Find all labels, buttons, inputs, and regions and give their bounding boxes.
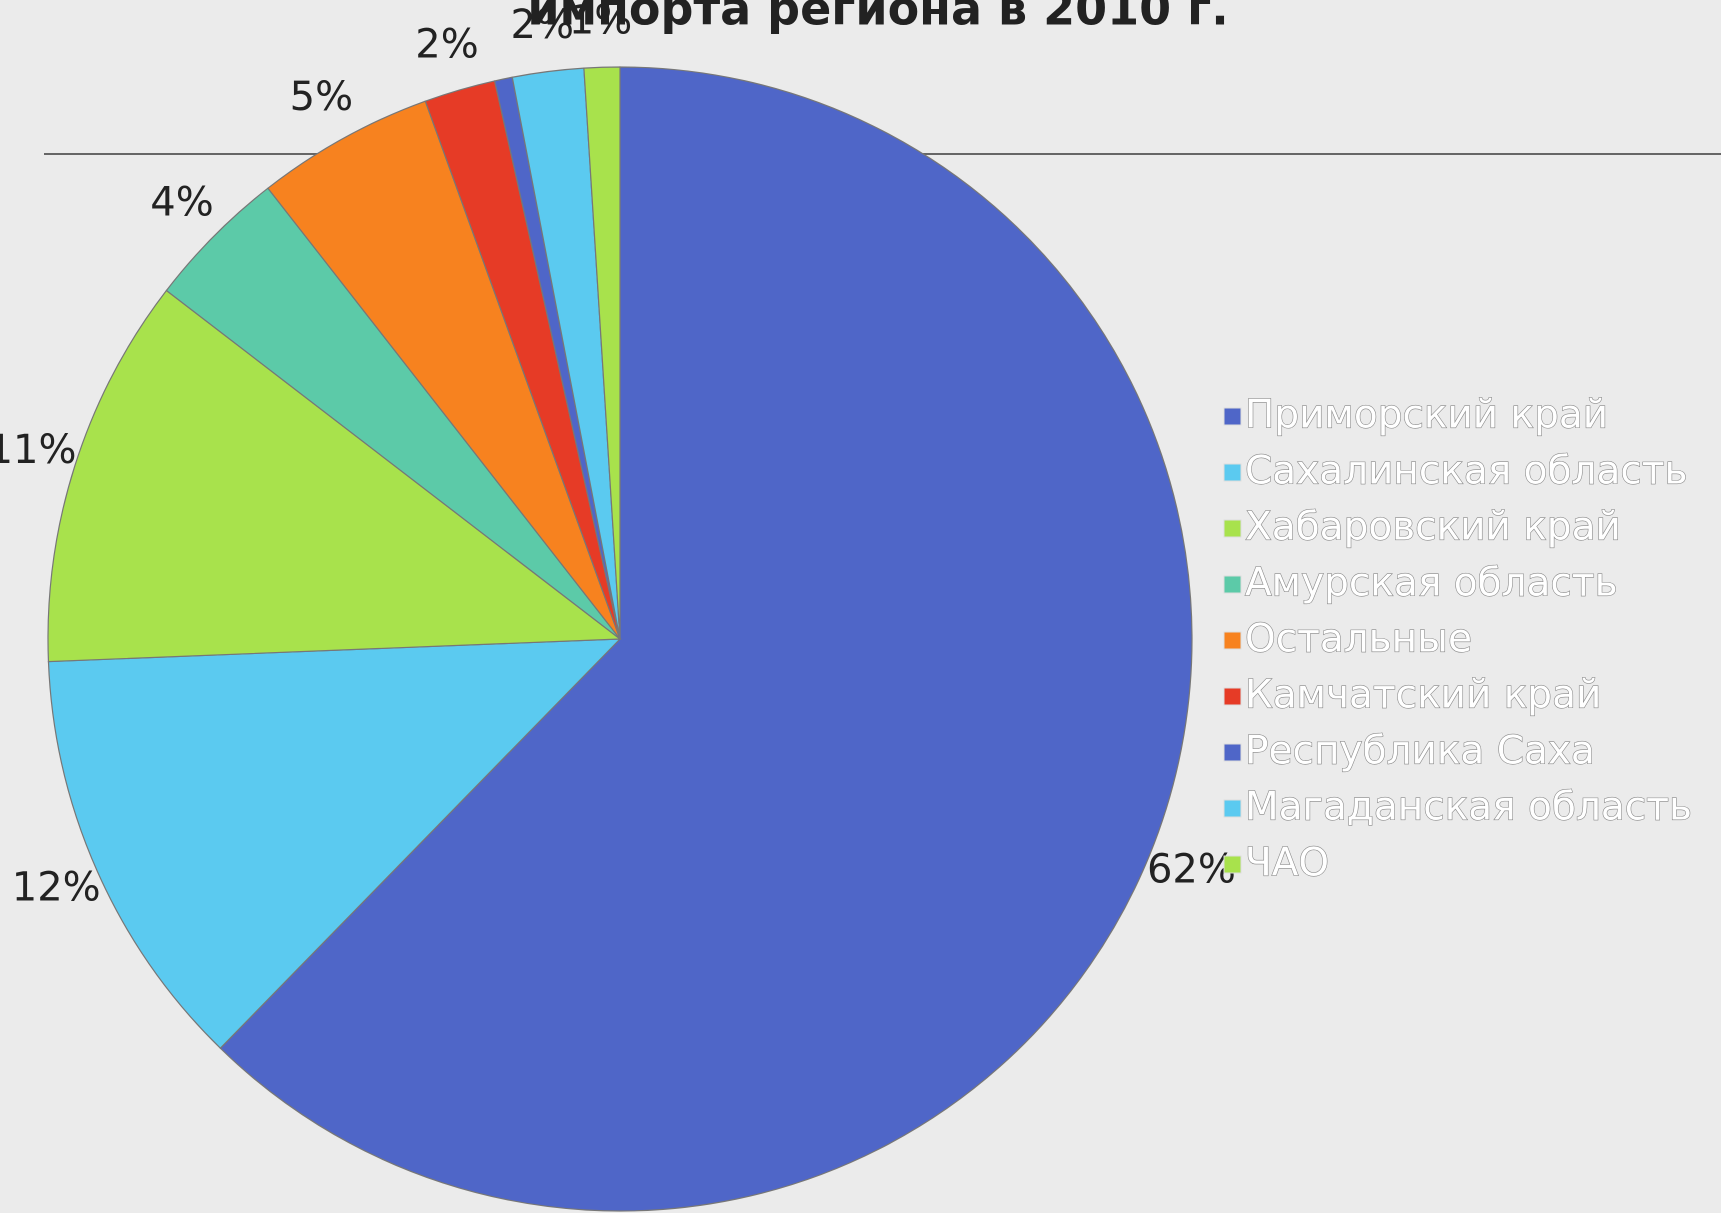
legend-label: Приморский край: [1245, 393, 1608, 438]
legend-swatch: [1223, 855, 1242, 874]
pie-slice: [47, 289, 622, 663]
legend-swatch: [1223, 463, 1242, 482]
legend-swatch: [1223, 575, 1242, 594]
legend-label: Хабаровский край: [1245, 505, 1621, 550]
pie-slice: [267, 100, 621, 640]
data-label: 5%: [290, 74, 353, 120]
legend-label: ЧАО: [1245, 841, 1329, 886]
chart-title: импорта региона в 2010 г.: [527, 0, 1228, 36]
data-label: 12%: [12, 865, 101, 911]
legend-swatch: [1223, 407, 1242, 426]
pie-slice: [583, 66, 621, 640]
pie-slice: [47, 638, 622, 1050]
data-label: 4%: [150, 179, 213, 225]
legend-label: Камчатский край: [1245, 673, 1601, 718]
data-label: 11%: [0, 427, 76, 473]
data-label: 2%: [415, 22, 478, 68]
data-label: 62%: [1147, 847, 1236, 893]
legend-label: Магаданская область: [1245, 785, 1692, 830]
legend-label: Республика Саха: [1245, 729, 1595, 774]
legend-swatch: [1223, 519, 1242, 538]
data-label: 1%: [569, 0, 632, 43]
legend-swatch: [1223, 799, 1242, 818]
legend-label: Остальные: [1245, 617, 1472, 662]
legend-swatch: [1223, 687, 1242, 706]
legend-label: Амурская область: [1245, 561, 1618, 606]
legend-swatch: [1223, 743, 1242, 762]
legend-label: Сахалинская область: [1245, 449, 1688, 494]
data-label: 2%: [511, 2, 574, 48]
pie-slice: [219, 66, 1193, 1212]
legend-swatch: [1223, 631, 1242, 650]
